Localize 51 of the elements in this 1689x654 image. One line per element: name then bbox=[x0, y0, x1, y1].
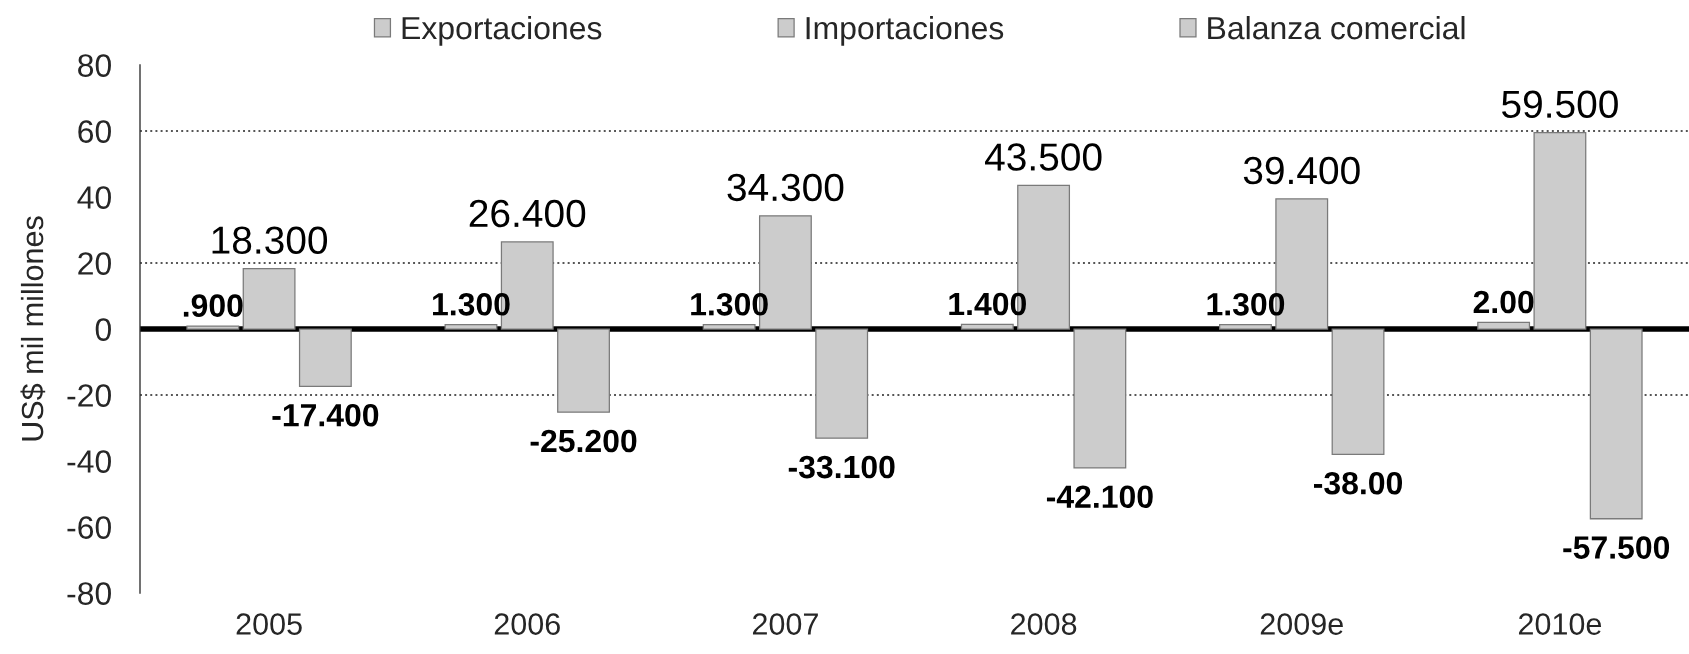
data-label: -17.400 bbox=[272, 403, 379, 427]
y-axis-title: US$ mil millones bbox=[20, 216, 46, 441]
bar bbox=[1533, 132, 1587, 330]
bar bbox=[702, 324, 756, 330]
bar bbox=[444, 324, 498, 330]
data-label: 2.00 bbox=[1473, 290, 1534, 314]
y-tick-label: -60 bbox=[67, 516, 111, 539]
y-tick-label: 40 bbox=[77, 186, 111, 209]
data-label: 39.400 bbox=[1243, 156, 1360, 185]
x-tick-label: 2009e bbox=[1260, 613, 1343, 635]
bar bbox=[1331, 328, 1385, 456]
bar bbox=[1219, 324, 1272, 330]
bar bbox=[1589, 328, 1643, 520]
bar bbox=[960, 323, 1014, 330]
data-label: 18.300 bbox=[212, 226, 328, 254]
data-label: 1.300 bbox=[691, 293, 768, 316]
x-tick-label: 2008 bbox=[1011, 613, 1077, 635]
y-tick-label: 80 bbox=[78, 54, 111, 77]
data-label: -25.200 bbox=[530, 429, 637, 453]
legend-label: Exportaciones bbox=[402, 15, 602, 46]
bar bbox=[557, 328, 610, 413]
bar bbox=[1477, 321, 1531, 330]
y-tick-label: 20 bbox=[78, 252, 111, 275]
x-tick-label: 2010e bbox=[1518, 613, 1602, 635]
y-tick-label: 0 bbox=[95, 318, 111, 341]
y-tick-label: -20 bbox=[67, 384, 111, 407]
data-label: 1.300 bbox=[433, 293, 510, 316]
bar bbox=[186, 325, 240, 330]
bar bbox=[1073, 328, 1127, 469]
y-tick-label: -80 bbox=[67, 582, 111, 605]
data-label: 34.300 bbox=[727, 173, 844, 202]
data-label: -57.500 bbox=[1563, 536, 1670, 559]
x-tick-label: 2006 bbox=[494, 613, 560, 635]
data-label: 43.500 bbox=[985, 143, 1102, 171]
data-label: 26.400 bbox=[469, 199, 586, 228]
y-tick-label: 60 bbox=[78, 120, 111, 143]
data-label: 1.400 bbox=[949, 292, 1026, 316]
data-label: 59.500 bbox=[1502, 90, 1618, 119]
x-tick-label: 2007 bbox=[752, 613, 818, 635]
data-label: .900 bbox=[183, 294, 243, 317]
legend-label: Importaciones bbox=[806, 15, 1004, 46]
x-tick-label: 2005 bbox=[236, 613, 302, 635]
bar bbox=[242, 267, 296, 330]
data-label: -42.100 bbox=[1046, 485, 1153, 509]
legend-label: Balanza comercial bbox=[1208, 15, 1465, 40]
data-label: 1.300 bbox=[1207, 293, 1285, 316]
data-label: -33.100 bbox=[788, 455, 895, 479]
bar bbox=[298, 328, 352, 388]
y-tick-label: -40 bbox=[67, 450, 111, 473]
bar bbox=[815, 328, 869, 439]
data-label: -38.00 bbox=[1313, 471, 1403, 495]
